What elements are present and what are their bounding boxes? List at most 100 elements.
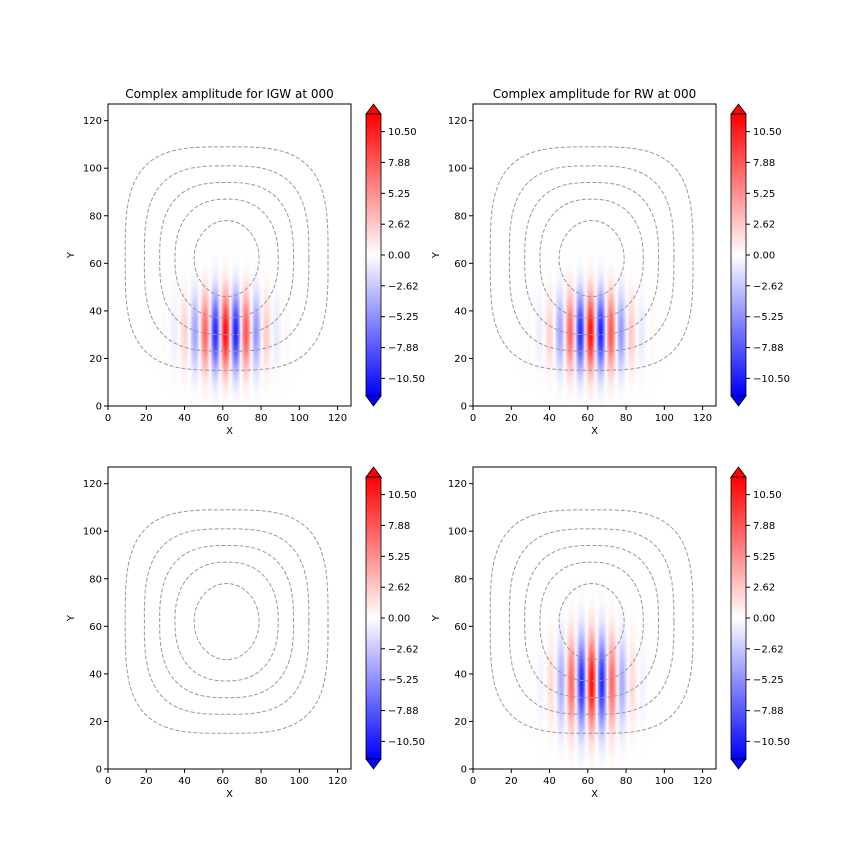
colorbar-tick-label: 2.62	[753, 220, 775, 231]
contour-line	[539, 198, 644, 319]
contour-line	[558, 582, 625, 661]
contour-line	[193, 582, 260, 661]
x-tick-label: 20	[140, 413, 153, 424]
colorbar-tick-label: 7.88	[388, 521, 410, 532]
y-tick-label: 0	[461, 402, 467, 413]
colorbar-extend-min	[365, 758, 382, 770]
colorbar-tick-label: 0.00	[388, 251, 410, 262]
x-tick-label: 60	[216, 776, 229, 787]
colorbar-tick-label: 0.00	[388, 614, 410, 625]
colorbar: 10.50 7.88 5.25 2.62 0.00 −2.62 −5.25 −7.88 −10.…	[730, 103, 790, 407]
colorbar: 10.50 7.88 5.25 2.62 0.00 −2.62 −5.25 −7.88 −10.…	[365, 103, 425, 407]
panel-bottom-left: X Y 0 20 40 60 80 100 120 0 20 40 60 80 100 120 10.50 7…	[66, 466, 425, 800]
colorbar-extend-max	[730, 466, 747, 478]
axes-frame	[472, 466, 717, 770]
x-axis-label: X	[591, 426, 598, 437]
y-tick-label: 120	[83, 116, 102, 127]
x-tick-label: 100	[655, 413, 674, 424]
y-tick-label: 20	[89, 717, 102, 728]
contour-line	[159, 545, 295, 699]
colorbar-tick-label: 5.25	[753, 552, 775, 563]
panel-top-right: Complex amplitude for RW at 000 X Y 0 20 4…	[431, 87, 790, 437]
colorbar-tick-label: −2.62	[753, 644, 784, 655]
contour-line	[143, 165, 310, 352]
y-tick-label: 100	[448, 164, 467, 175]
x-tick-label: 0	[105, 413, 111, 424]
panel-title: Complex amplitude for RW at 000	[493, 87, 697, 101]
heatmap-field	[473, 467, 716, 769]
colorbar-tick-label: 7.88	[753, 158, 775, 169]
axes-frame	[472, 103, 717, 407]
contour-line	[143, 528, 310, 715]
colorbar-tick-label: 5.25	[753, 189, 775, 200]
x-tick-label: 80	[620, 776, 633, 787]
axes-frame	[107, 103, 352, 407]
colorbar-tick-label: −2.62	[388, 281, 419, 292]
heatmap-field	[108, 467, 351, 769]
y-tick-label: 40	[454, 669, 467, 680]
colorbar-tick-label: −10.50	[388, 737, 425, 748]
y-tick-label: 120	[448, 116, 467, 127]
heatmap-field	[108, 104, 351, 406]
x-tick-label: 120	[328, 776, 347, 787]
y-tick-label: 40	[454, 306, 467, 317]
x-tick-label: 40	[178, 776, 191, 787]
contour-group	[489, 509, 694, 734]
y-tick-label: 0	[96, 402, 102, 413]
contour-group	[124, 509, 329, 734]
y-tick-label: 80	[454, 211, 467, 222]
colorbar-gradient	[731, 114, 746, 396]
colorbar-tick-label: −2.62	[388, 644, 419, 655]
y-tick-label: 40	[89, 306, 102, 317]
colorbar: 10.50 7.88 5.25 2.62 0.00 −2.62 −5.25 −7.88 −10.…	[365, 466, 425, 770]
y-tick-label: 20	[89, 354, 102, 365]
colorbar-tick-label: 10.50	[753, 490, 782, 501]
contour-line	[124, 146, 329, 371]
x-tick-label: 60	[581, 413, 594, 424]
y-tick-label: 80	[89, 574, 102, 585]
x-tick-label: 80	[255, 413, 268, 424]
heatmap-field	[473, 104, 716, 406]
y-tick-label: 0	[96, 765, 102, 776]
x-tick-label: 80	[255, 776, 268, 787]
x-tick-label: 20	[505, 413, 518, 424]
x-tick-label: 60	[581, 776, 594, 787]
y-tick-label: 60	[454, 622, 467, 633]
colorbar-tick-label: −10.50	[388, 374, 425, 385]
contour-line	[508, 165, 675, 352]
colorbar-tick-label: −7.88	[388, 706, 419, 717]
x-tick-label: 40	[543, 413, 556, 424]
y-tick-label: 100	[83, 527, 102, 538]
colorbar-tick-label: −7.88	[753, 706, 784, 717]
y-tick-label: 80	[454, 574, 467, 585]
x-tick-label: 0	[105, 776, 111, 787]
colorbar-tick-label: −10.50	[753, 737, 790, 748]
colorbar-extend-max	[365, 466, 382, 478]
contour-line	[159, 182, 295, 336]
x-tick-label: 40	[543, 776, 556, 787]
y-tick-label: 60	[89, 622, 102, 633]
y-tick-label: 20	[454, 717, 467, 728]
y-tick-label: 100	[448, 527, 467, 538]
y-tick-label: 100	[83, 164, 102, 175]
colorbar-extend-min	[730, 395, 747, 407]
colorbar-tick-label: 10.50	[388, 127, 417, 138]
x-axis-label: X	[226, 426, 233, 437]
contour-line	[174, 561, 279, 682]
colorbar-tick-label: −5.25	[753, 675, 784, 686]
x-axis-label: X	[591, 789, 598, 800]
colorbar-tick-label: 10.50	[388, 490, 417, 501]
colorbar-tick-label: 7.88	[388, 158, 410, 169]
colorbar-tick-label: 0.00	[753, 614, 775, 625]
x-tick-label: 120	[328, 413, 347, 424]
x-tick-label: 120	[693, 776, 712, 787]
colorbar-tick-label: 2.62	[388, 220, 410, 231]
colorbar-tick-label: 5.25	[388, 189, 410, 200]
panel-top-left: Complex amplitude for IGW at 000 X Y 0 20…	[66, 87, 425, 437]
contour-line	[508, 528, 675, 715]
colorbar-tick-label: −10.50	[753, 374, 790, 385]
colorbar-extend-max	[730, 103, 747, 115]
axes-frame	[107, 466, 352, 770]
x-axis-label: X	[226, 789, 233, 800]
